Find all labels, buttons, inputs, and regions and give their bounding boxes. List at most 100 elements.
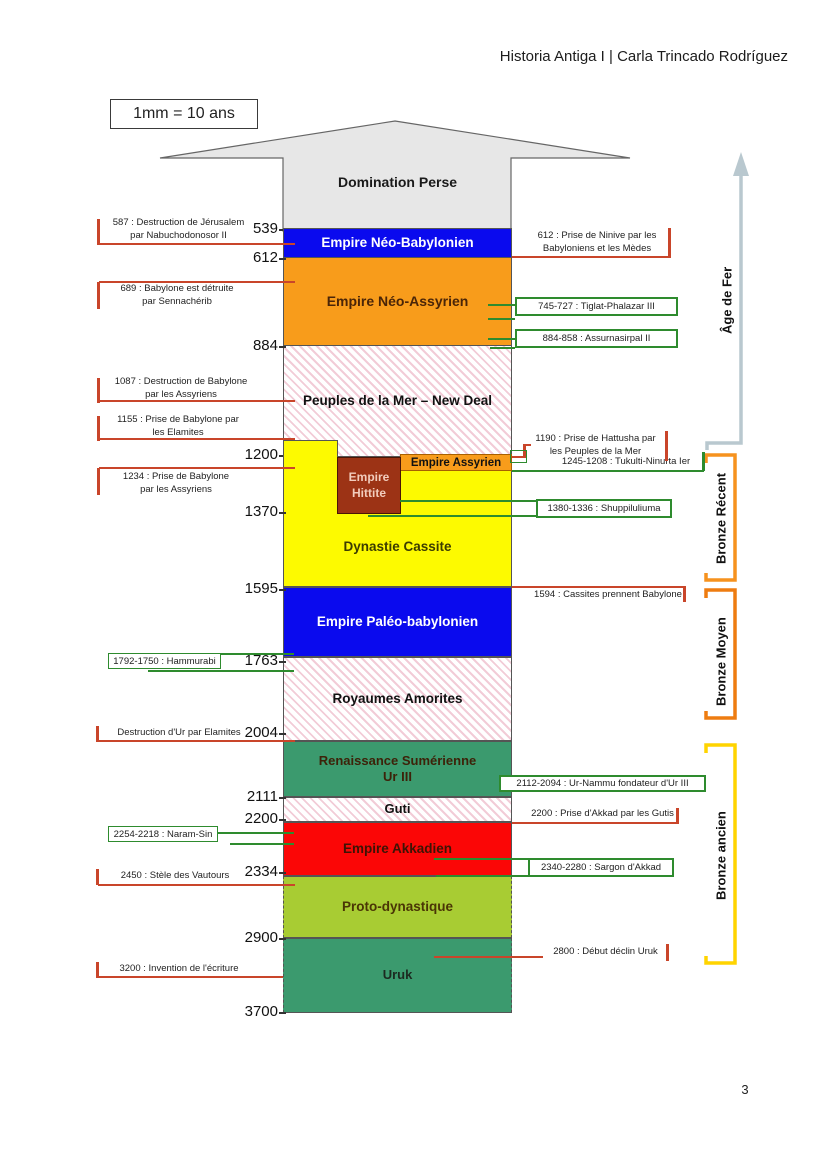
- connector-line: [98, 976, 283, 978]
- connector-line: [148, 670, 294, 672]
- connector-line: [525, 444, 531, 446]
- connector-line: [434, 858, 528, 860]
- connector-line: [99, 467, 295, 469]
- date-label: 1200: [183, 447, 286, 463]
- annotation-bracket: [97, 378, 100, 403]
- left-annotation: 1155 : Prise de Babylone par les Elamite…: [117, 414, 239, 438]
- block-proto-dynastique: Proto-dynastique: [283, 876, 512, 938]
- date-label: 612: [183, 250, 286, 266]
- block-empire-akkadien: Empire Akkadien: [283, 822, 512, 876]
- annotation-bracket: [97, 219, 100, 245]
- connector-line: [512, 470, 704, 472]
- bronze-recent-bracket: [704, 453, 737, 582]
- date-label: 539: [183, 221, 286, 237]
- connector-line: [436, 875, 528, 877]
- era-label-bronze-recent: Bronze Récent: [713, 472, 729, 564]
- annotation-bracket: [668, 228, 671, 258]
- reign-annotation: 884-858 : Assurnasirpal II: [515, 329, 678, 348]
- connector-line: [512, 822, 678, 824]
- scale-legend-label: 1mm = 10 ans: [133, 105, 235, 122]
- block-peuples-de-la-mer: Peuples de la Mer – New Deal: [283, 345, 512, 457]
- right-annotation: 1190 : Prise de Hattusha par les Peuples…: [535, 433, 656, 457]
- annotation-bracket: [665, 431, 668, 461]
- connector-line: [434, 956, 543, 958]
- block-renaissance-sumerienne: Renaissance Sumérienne Ur III: [283, 741, 512, 797]
- reign-annotation: 2112-2094 : Ur-Nammu fondateur d'Ur III: [499, 775, 706, 792]
- annotation-bracket: [97, 468, 100, 495]
- connector-line: [221, 653, 294, 655]
- connector-line: [512, 456, 524, 458]
- date-label: 2200: [183, 811, 286, 827]
- annotation-bracket: [97, 282, 100, 309]
- reign-annotation: 2254-2218 : Naram-Sin: [108, 826, 218, 842]
- date-label: 884: [183, 338, 286, 354]
- annotation-bracket: [666, 944, 669, 961]
- block-empire-hittite: Empire Hittite: [337, 457, 401, 514]
- block-empire-assyrien: Empire Assyrien: [400, 454, 512, 471]
- reign-annotation: 1380-1336 : Shuppiluliuma: [536, 499, 672, 518]
- connector-line: [230, 843, 294, 845]
- connector-line: [99, 281, 295, 283]
- annotation-bracket: [676, 808, 679, 824]
- bronze-ancien-bracket: [704, 743, 737, 965]
- block-empire-paleo-babylonien: Empire Paléo-babylonien: [283, 587, 512, 657]
- right-annotation: 2200 : Prise d'Akkad par les Gutis: [531, 808, 674, 819]
- connector-line: [218, 832, 294, 834]
- right-annotation: 612 : Prise de Ninive par les Babylonien…: [537, 230, 657, 254]
- connector-line: [488, 318, 515, 320]
- connector-line: [523, 444, 526, 458]
- right-annotation: 2800 : Début déclin Uruk: [553, 946, 658, 957]
- reign-annotation: 745-727 : Tiglat-Phalazar III: [515, 297, 678, 316]
- connector-line: [512, 256, 671, 258]
- block-royaumes-amorites: Royaumes Amorites: [283, 657, 512, 741]
- reign-annotation: 1792-1750 : Hammurabi: [108, 653, 221, 669]
- date-label: 3700: [183, 1004, 286, 1020]
- connector-line: [488, 338, 515, 340]
- era-label-age-de-fer: Âge de Fer: [719, 266, 735, 334]
- date-label: 2111: [183, 789, 286, 805]
- cassite-step: [283, 440, 338, 458]
- annotation-bracket: [96, 962, 99, 978]
- date-label: 2004: [183, 725, 286, 741]
- iron-age-arrowhead: [733, 152, 749, 176]
- date-label: 1595: [183, 581, 286, 597]
- connector-line: [488, 304, 515, 306]
- iron-age-line: [705, 174, 743, 450]
- left-annotation: 1234 : Prise de Babylone par les Assyrie…: [122, 471, 230, 495]
- annotation-bracket: [702, 452, 705, 471]
- annotation-bracket: [683, 586, 686, 602]
- connector-line: [99, 438, 295, 440]
- block-domination-perse: Domination Perse: [337, 174, 458, 190]
- date-label: 1763: [183, 653, 286, 669]
- scale-legend-box: 1mm = 10 ans: [110, 99, 258, 129]
- era-label-bronze-moyen: Bronze Moyen: [713, 617, 729, 707]
- connector-line: [98, 884, 295, 886]
- date-label: 2334: [183, 864, 286, 880]
- left-annotation: 3200 : Invention de l'écriture: [119, 963, 239, 974]
- connector-line: [99, 400, 295, 402]
- date-label: 2900: [183, 930, 286, 946]
- annotation-bracket: [96, 869, 99, 885]
- left-annotation: 2450 : Stèle des Vautours: [120, 870, 230, 881]
- block-guti: Guti: [283, 797, 512, 822]
- right-annotation: 1594 : Cassites prennent Babylone: [534, 589, 682, 600]
- connector-line: [512, 586, 685, 588]
- connector-line: [99, 243, 295, 245]
- block-empire-neo-babylonien: Empire Néo-Babylonien: [283, 228, 512, 258]
- connector-bracket: [510, 450, 527, 463]
- era-rail: [704, 152, 749, 965]
- page-header: Historia Antiga I | Carla Trincado Rodrí…: [499, 48, 788, 65]
- left-annotation: Destruction d'Ur par Elamites: [117, 727, 241, 738]
- annotation-bracket: [97, 416, 100, 441]
- era-label-bronze-ancien: Bronze ancien: [713, 811, 729, 901]
- left-annotation: 587 : Destruction de Jérusalem par Nabuc…: [112, 217, 245, 241]
- connector-line: [490, 347, 515, 349]
- left-annotation: 689 : Babylone est détruite par Sennaché…: [120, 283, 234, 307]
- block-uruk: Uruk: [283, 938, 512, 1013]
- bronze-moyen-bracket: [704, 588, 737, 720]
- date-label: 1370: [183, 504, 286, 520]
- connector-line: [400, 500, 536, 502]
- connector-line: [98, 740, 295, 742]
- connector-line: [368, 515, 536, 517]
